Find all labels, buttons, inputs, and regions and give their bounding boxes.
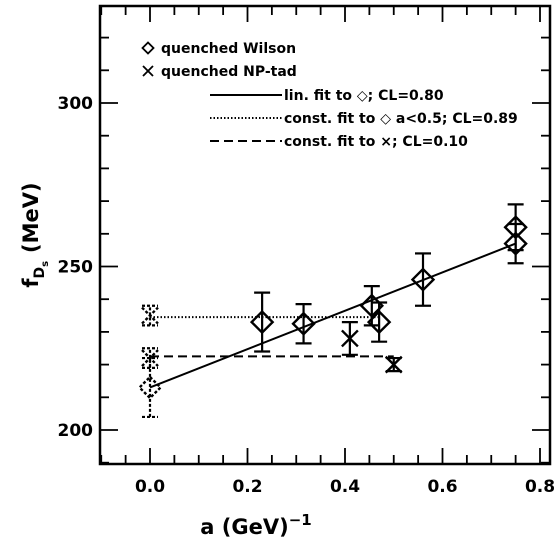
x-axis-label: a (GeV)−1 bbox=[200, 511, 311, 539]
y-tick-label: 250 bbox=[58, 258, 94, 278]
y-axis-label: fDs (MeV) bbox=[19, 182, 51, 287]
data-point-wilson bbox=[366, 309, 392, 335]
extrapolated-point bbox=[141, 349, 159, 367]
x-axis-label-sup: −1 bbox=[289, 511, 312, 529]
legend-marker-diamond bbox=[141, 41, 155, 55]
y-axis-label-subsub: s bbox=[40, 261, 51, 267]
x-tick-label: 0.6 bbox=[427, 477, 457, 497]
x-tick-label: 0.8 bbox=[525, 477, 555, 497]
data-points bbox=[137, 203, 528, 419]
x-tick-label: 0.2 bbox=[232, 477, 262, 497]
y-axis-label-sub: D bbox=[32, 267, 48, 279]
x-tick-labels: 0.0 0.2 0.4 0.6 0.8 bbox=[135, 477, 555, 497]
axis-ticks bbox=[100, 6, 550, 464]
data-point-wilson bbox=[410, 267, 436, 292]
x-tick-label: 0.0 bbox=[135, 477, 165, 497]
y-tick-labels: 200 250 300 bbox=[58, 94, 94, 441]
extrapolated-point bbox=[141, 306, 159, 325]
data-point-wilson bbox=[503, 231, 528, 256]
y-axis-label-main: f bbox=[19, 278, 43, 288]
x-tick-label: 0.4 bbox=[330, 477, 360, 497]
y-axis-label-unit: (MeV) bbox=[19, 182, 43, 253]
legend-label: quenched Wilson bbox=[161, 41, 296, 57]
y-tick-label: 300 bbox=[58, 94, 94, 114]
legend-marker-cross bbox=[142, 65, 154, 77]
data-point-wilson bbox=[291, 311, 316, 336]
fit-lines bbox=[149, 242, 516, 389]
plot-frame bbox=[98, 4, 552, 466]
data-point-nptad bbox=[384, 355, 403, 374]
data-point-nptad bbox=[341, 329, 359, 348]
x-axis-label-main: a (GeV) bbox=[200, 515, 288, 539]
data-point-wilson bbox=[249, 309, 275, 335]
legend-label: quenched NP-tad bbox=[161, 64, 297, 80]
legend: quenched Wilson quenched NP-tad lin. fit t… bbox=[141, 41, 518, 150]
legend-label: const. fit to ×; CL=0.10 bbox=[284, 134, 468, 150]
legend-label: const. fit to ◇ a<0.5; CL=0.89 bbox=[284, 111, 518, 127]
fit-line-solid bbox=[149, 242, 516, 389]
legend-label: lin. fit to ◇; CL=0.80 bbox=[284, 88, 444, 104]
y-tick-label: 200 bbox=[58, 421, 94, 441]
